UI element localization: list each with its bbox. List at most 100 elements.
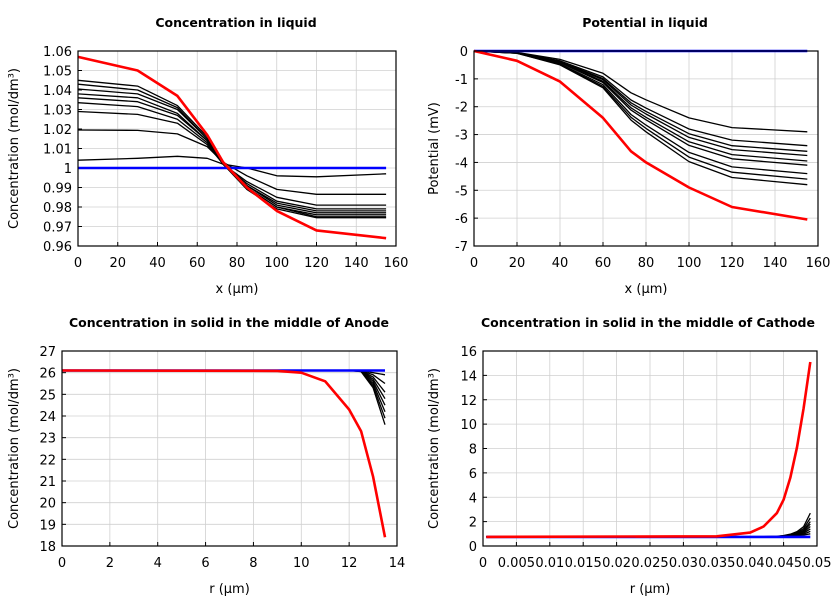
y-axis-label: Potential (mV) — [427, 102, 442, 195]
y-tick-label: 4 — [469, 491, 477, 506]
x-tick-label: 12 — [341, 556, 358, 571]
x-axis-label: r (µm) — [209, 582, 250, 597]
y-tick-label: -6 — [455, 212, 468, 227]
chart-title: Concentration in solid in the middle of … — [481, 315, 815, 330]
y-tick-label: 0.99 — [43, 182, 72, 197]
y-tick-label: 1.04 — [43, 84, 72, 99]
series-line-3 — [473, 50, 808, 152]
subplot-1: 0 20 40 60 80 100 120 140 160 0.96 0.97 0.98 0.99 1 1.… — [7, 15, 408, 297]
x-tick-label: 20 — [509, 256, 526, 271]
y-tick-label: 27 — [39, 345, 56, 360]
y-tick-label: 1.01 — [43, 143, 72, 158]
series-line-8 — [77, 83, 387, 218]
y-tick-label: 20 — [39, 497, 56, 512]
series-line-9 — [473, 50, 808, 186]
x-tick-label: 0.045 — [765, 556, 802, 571]
chart-title: Concentration in solid in the middle of … — [69, 315, 389, 330]
y-tick-label: 16 — [460, 345, 477, 360]
x-tick-label: 120 — [720, 256, 745, 271]
series-line-4 — [473, 50, 808, 157]
x-tick-label: 0.005 — [498, 556, 535, 571]
series-line-4 — [77, 102, 387, 210]
y-axis-label: Concentration (mol/dm³) — [427, 368, 442, 529]
subplot-3: 0 2 4 6 8 10 12 1418192021222324252627Concentra… — [7, 315, 405, 597]
x-tick-label: 0.04 — [736, 556, 765, 571]
series-line-6 — [62, 369, 386, 393]
y-tick-label: 0.98 — [43, 201, 72, 216]
x-tick-label: 6 — [201, 556, 209, 571]
y-tick-label: -3 — [455, 129, 468, 144]
y-tick-label: 1.06 — [43, 45, 72, 60]
chart-title: Concentration in liquid — [155, 15, 316, 30]
y-tick-label: 19 — [39, 518, 56, 533]
y-axis-label: Concentration (mol/dm³) — [7, 68, 22, 229]
x-tick-label: 80 — [638, 256, 655, 271]
y-tick-label: -7 — [455, 240, 468, 255]
y-tick-label: 6 — [469, 467, 477, 482]
series-line-11 — [473, 49, 808, 221]
x-tick-label: 0 — [479, 556, 487, 571]
y-tick-label: -4 — [455, 156, 468, 171]
x-tick-label: 160 — [806, 256, 831, 271]
x-tick-label: 100 — [677, 256, 702, 271]
series-line-9 — [77, 79, 387, 219]
subplot-4: 0 0.005 0.01 0.015 0.02 0.025 0.03 0.035 0.04 0.0… — [427, 315, 831, 597]
x-tick-label: 40 — [149, 256, 166, 271]
x-tick-label: 100 — [264, 256, 289, 271]
series-line-7 — [473, 50, 808, 175]
series-line-7 — [77, 88, 387, 216]
x-tick-label: 0 — [58, 556, 66, 571]
y-tick-label: 2 — [469, 516, 477, 531]
x-tick-label: 140 — [344, 256, 369, 271]
chart-title: Potential in liquid — [582, 15, 708, 30]
series-line-6 — [486, 521, 811, 538]
series-line-1 — [473, 50, 808, 133]
x-tick-label: 0.025 — [631, 556, 668, 571]
x-tick-label: 140 — [763, 256, 788, 271]
series-line-10 — [486, 361, 812, 539]
y-tick-label: 26 — [39, 367, 56, 382]
y-tick-label: 1.05 — [43, 65, 72, 80]
y-tick-label: -2 — [455, 101, 468, 116]
x-axis-label: r (µm) — [630, 582, 671, 597]
series-line-10 — [61, 369, 387, 538]
plot-frame — [77, 50, 397, 247]
series-line-5 — [473, 50, 808, 162]
y-tick-label: 8 — [469, 443, 477, 458]
x-tick-label: 0.035 — [698, 556, 735, 571]
y-tick-label: 0.96 — [43, 240, 72, 255]
y-tick-label: 0 — [469, 540, 477, 555]
series-line-3 — [62, 369, 386, 412]
x-tick-label: 0.01 — [535, 556, 564, 571]
y-tick-label: 18 — [39, 540, 56, 555]
y-tick-label: -1 — [455, 73, 468, 88]
y-tick-label: 10 — [460, 418, 477, 433]
x-tick-label: 120 — [304, 256, 329, 271]
plot-frame — [473, 50, 819, 247]
series-line-1 — [62, 369, 386, 425]
y-tick-label: 1.02 — [43, 123, 72, 138]
x-tick-label: 0 — [470, 256, 478, 271]
y-tick-label: 1.03 — [43, 104, 72, 119]
x-tick-label: 20 — [109, 256, 126, 271]
x-tick-label: 8 — [249, 556, 257, 571]
x-tick-label: 0.02 — [602, 556, 631, 571]
x-tick-label: 80 — [229, 256, 246, 271]
x-tick-label: 0.03 — [669, 556, 698, 571]
y-tick-label: 21 — [39, 475, 56, 490]
plot-frame — [482, 350, 818, 547]
x-tick-label: 60 — [189, 256, 206, 271]
series-line-11 — [77, 55, 387, 240]
x-tick-label: 0 — [74, 256, 82, 271]
y-tick-label: 1 — [64, 162, 72, 177]
y-tick-label: 0 — [460, 45, 468, 60]
series-line-4 — [62, 369, 386, 406]
series-line-8 — [486, 512, 811, 538]
y-tick-label: -5 — [455, 184, 468, 199]
y-tick-label: 23 — [39, 432, 56, 447]
x-tick-label: 0.015 — [565, 556, 602, 571]
x-tick-label: 0.05 — [803, 556, 832, 571]
x-tick-label: 60 — [595, 256, 612, 271]
y-tick-label: 14 — [460, 369, 477, 384]
